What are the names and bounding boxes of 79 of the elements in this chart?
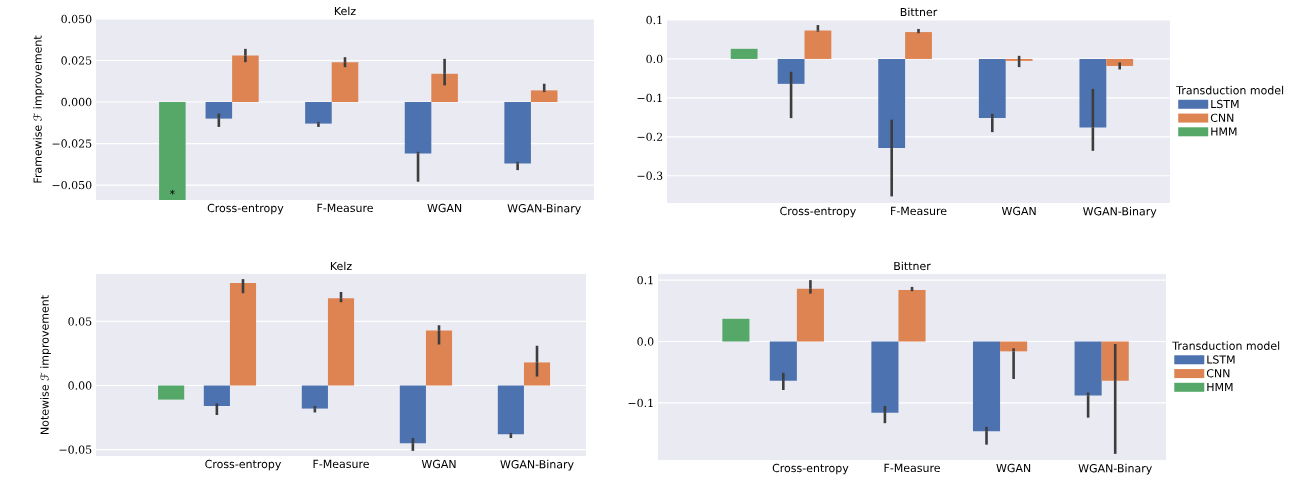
y-tick-label: 0.025 xyxy=(61,56,92,65)
y-tick-label: −0.050 xyxy=(52,180,92,190)
x-tick-label: F-Measure xyxy=(884,463,940,473)
x-tick-label: WGAN-Binary xyxy=(1078,463,1152,475)
y-tick-label: 0.0 xyxy=(646,54,663,64)
bar xyxy=(871,341,899,413)
y-axis-title: Framewise ℱ improvement xyxy=(33,35,44,183)
bar xyxy=(305,102,332,124)
legend-label: HMM xyxy=(1207,382,1233,391)
bar xyxy=(730,48,758,59)
bar xyxy=(158,385,185,400)
bar xyxy=(722,318,750,342)
legend-label: CNN xyxy=(1206,369,1230,378)
bar xyxy=(205,102,233,119)
bar xyxy=(1074,341,1102,396)
x-tick-label: WGAN-Binary xyxy=(507,203,581,215)
x-tick-label: F-Measure xyxy=(313,459,369,469)
x-tick-label: Cross-entropy xyxy=(205,459,282,471)
bar xyxy=(1000,341,1028,352)
bar xyxy=(972,341,1001,432)
annotation: * xyxy=(169,189,175,195)
y-tick-label: 0.050 xyxy=(61,14,92,24)
y-tick-label: 0.0 xyxy=(637,337,654,346)
x-tick-label: F-Measure xyxy=(317,203,373,213)
x-tick-label: WGAN xyxy=(421,459,456,469)
legend-label: LSTM xyxy=(1207,355,1235,364)
y-tick-label: −0.05 xyxy=(59,445,92,454)
bar xyxy=(898,289,926,342)
x-tick-label: WGAN-Binary xyxy=(500,459,574,471)
x-tick-label: WGAN xyxy=(996,463,1031,473)
bar xyxy=(905,32,932,59)
legend-label: LSTM xyxy=(1211,99,1239,109)
y-tick-label: −0.025 xyxy=(52,139,92,148)
y-tick-label: 0.1 xyxy=(637,275,653,285)
bar xyxy=(504,102,531,164)
bar xyxy=(232,55,259,103)
legend-label: CNN xyxy=(1210,113,1234,122)
bar xyxy=(399,385,426,444)
bar xyxy=(404,102,432,154)
y-tick-label: 0.05 xyxy=(68,317,92,326)
bar xyxy=(327,298,355,386)
y-tick-label: −0.2 xyxy=(637,132,663,141)
bar xyxy=(769,341,797,381)
bar xyxy=(425,330,453,386)
bar xyxy=(203,385,230,407)
chart-title: Kelz xyxy=(330,261,352,271)
y-tick-label: −0.1 xyxy=(637,93,662,103)
y-tick-label: 0.000 xyxy=(61,97,92,107)
x-tick-label: WGAN xyxy=(1001,206,1036,216)
chart-title: Kelz xyxy=(334,6,356,16)
x-tick-label: Cross-entropy xyxy=(780,206,856,218)
x-tick-label: Cross-entropy xyxy=(207,203,284,215)
legend-title: Transduction model xyxy=(1172,341,1280,350)
bar xyxy=(431,73,458,103)
y-tick-label: 0.1 xyxy=(646,15,662,25)
bar xyxy=(878,58,906,149)
bar xyxy=(777,58,805,84)
x-tick-label: Cross-entropy xyxy=(772,463,849,475)
chart-title: Bittner xyxy=(894,261,931,271)
bar xyxy=(331,62,359,103)
x-tick-label: WGAN-Binary xyxy=(1083,206,1157,218)
chart-title: Bittner xyxy=(900,7,938,17)
bar xyxy=(229,282,257,386)
y-tick-label: −0.1 xyxy=(628,398,653,408)
bar xyxy=(497,385,524,435)
legend-title: Transduction model xyxy=(1176,85,1284,95)
bar xyxy=(530,90,558,103)
y-axis-title: Notewise ℱ improvement xyxy=(40,295,51,434)
bar xyxy=(301,385,328,409)
bar xyxy=(796,288,824,342)
x-tick-label: F-Measure xyxy=(891,206,947,216)
bar xyxy=(804,30,832,59)
x-tick-label: WGAN xyxy=(427,203,462,213)
bar xyxy=(159,102,186,200)
y-tick-label: 0.00 xyxy=(68,381,92,390)
y-tick-label: −0.3 xyxy=(637,171,663,180)
legend-label: HMM xyxy=(1211,127,1237,136)
bar xyxy=(1106,58,1134,66)
bar xyxy=(978,58,1006,119)
